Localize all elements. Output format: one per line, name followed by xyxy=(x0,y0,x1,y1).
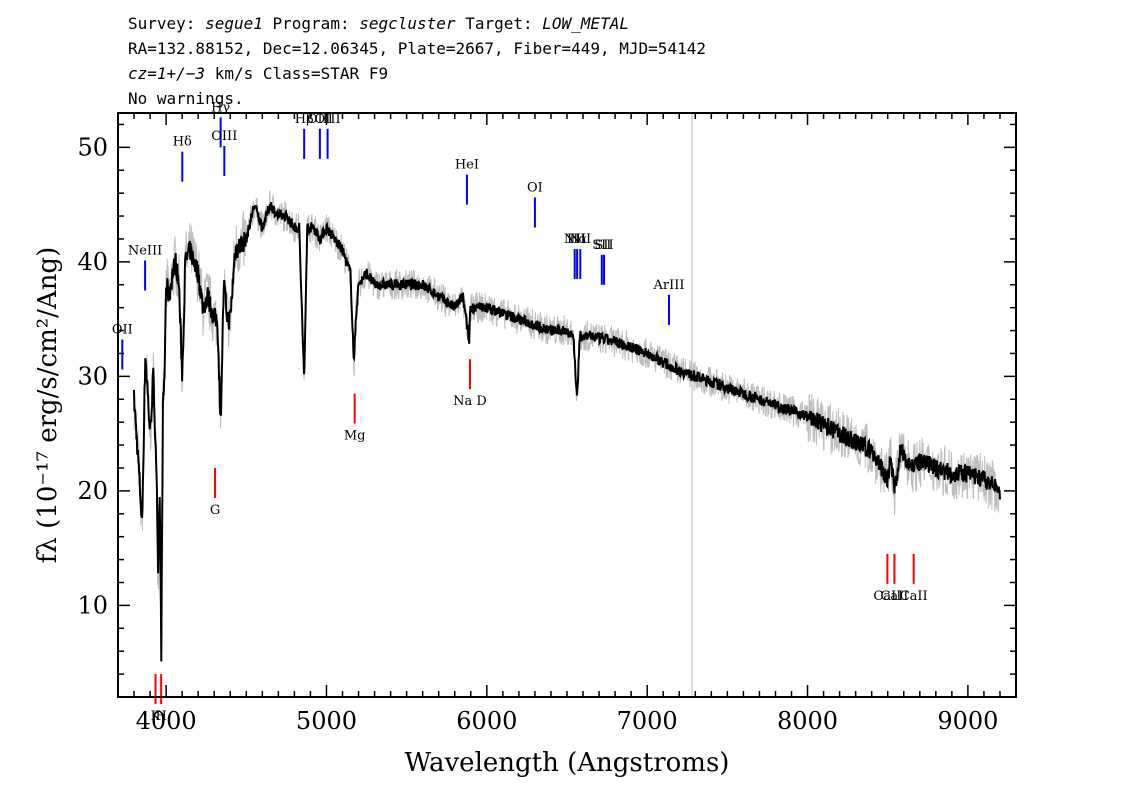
survey-label: Survey: xyxy=(128,14,196,33)
x-tick-label: 8000 xyxy=(777,707,838,735)
header-line-2: RA=132.88152, Dec=12.06345, Plate=2667, … xyxy=(128,39,706,58)
line-label-23: CaII xyxy=(900,589,928,604)
line-label-18: G xyxy=(210,503,220,518)
header-line-3: cz=1+/−3 km/s Class=STAR F9 xyxy=(128,64,388,83)
y-tick-label: 30 xyxy=(77,362,108,390)
target-label: Target: xyxy=(465,14,533,33)
line-label-3: Hγ xyxy=(211,100,230,115)
header-line-4: No warnings. xyxy=(128,89,244,108)
line-label-10: NII xyxy=(564,232,586,247)
class-info: km/s Class=STAR F9 xyxy=(205,64,389,83)
x-tick-label: 7000 xyxy=(617,707,678,735)
plot-frame xyxy=(117,112,1017,698)
line-label-0: NeIII xyxy=(128,243,162,258)
flux-spectrum-series xyxy=(133,202,1001,662)
survey-value: segue1 xyxy=(205,14,263,33)
line-label-12: NII xyxy=(569,232,591,247)
line-label-8: HeI xyxy=(455,158,479,173)
error-spectrum-series xyxy=(133,190,1001,652)
y-tick-label: 10 xyxy=(77,591,108,619)
y-tick-label: 20 xyxy=(77,477,108,505)
program-label: Program: xyxy=(272,14,350,33)
x-tick-label: 5000 xyxy=(296,707,357,735)
x-tick-label: 9000 xyxy=(937,707,998,735)
line-label-16: K xyxy=(151,709,161,724)
line-label-9: OI xyxy=(527,181,543,196)
line-label-14: SII xyxy=(594,238,613,253)
line-label-2: Hδ xyxy=(173,135,192,150)
line-label-20: Na D xyxy=(453,394,487,409)
line-label-7: OIII xyxy=(315,112,341,127)
cz-value: cz=1+/−3 xyxy=(128,64,206,83)
x-axis-title: Wavelength (Angstroms) xyxy=(405,748,730,778)
y-tick-label: 40 xyxy=(77,248,108,276)
y-tick-label: 50 xyxy=(77,133,108,161)
target-value: LOW_METAL xyxy=(542,14,629,33)
line-label-21: CaII xyxy=(873,589,901,604)
line-label-11: Hα xyxy=(567,232,587,247)
program-value: segcluster xyxy=(359,14,456,33)
line-label-19: Mg xyxy=(344,429,366,444)
line-label-4: OIII xyxy=(211,129,237,144)
y-axis-title: fλ (10⁻¹⁷ erg/s/cm²/Ang) xyxy=(33,247,63,563)
line-label-13: SII xyxy=(592,238,611,253)
x-tick-label: 6000 xyxy=(456,707,517,735)
line-label-15: ArIII xyxy=(652,278,684,293)
x-tick-label: 4000 xyxy=(136,707,197,735)
line-label-17: H xyxy=(155,709,166,724)
line-label-5: Hβ xyxy=(295,112,314,127)
line-label-22: CaII xyxy=(880,589,908,604)
header-line-1: Survey: segue1 Program: segcluster Targe… xyxy=(128,14,629,33)
